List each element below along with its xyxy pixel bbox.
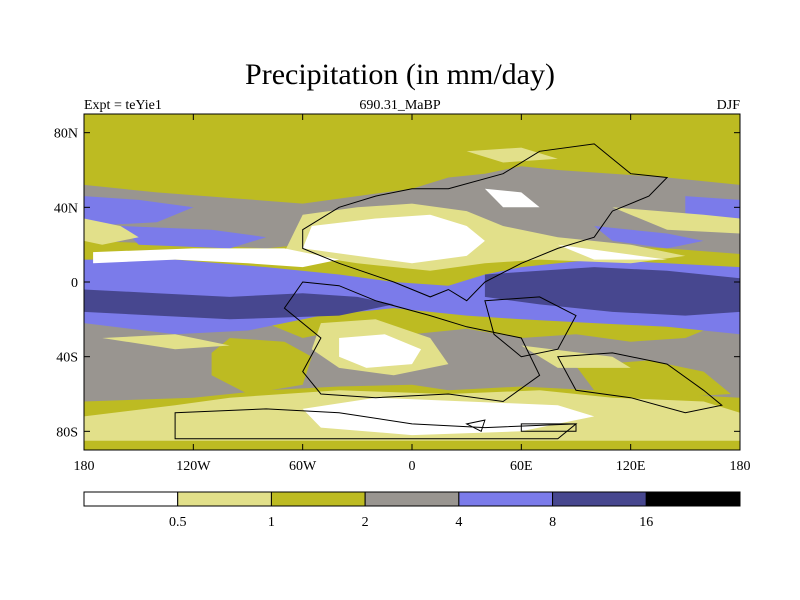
colorbar-swatch xyxy=(458,491,554,507)
precip-region xyxy=(302,214,485,264)
precipitation-field xyxy=(84,114,740,450)
coastline xyxy=(520,423,577,432)
y-tick-label: 0 xyxy=(71,276,78,291)
colorbar: 0.5 1 2 4 8 16 xyxy=(83,491,741,530)
precip-region xyxy=(84,196,194,226)
coastline xyxy=(556,352,723,414)
y-tick-label: 80N xyxy=(54,127,78,142)
precip-region xyxy=(84,289,394,320)
precip-region xyxy=(612,207,740,234)
experiment-label: Expt = teYie1 xyxy=(84,98,162,113)
colorbar-swatch xyxy=(270,491,366,507)
x-tick-label: 60W xyxy=(289,459,317,474)
colorbar-swatch xyxy=(364,491,460,507)
y-tick-label: 40S xyxy=(56,351,78,366)
precip-region xyxy=(102,334,230,350)
coastline xyxy=(302,143,669,302)
colorbar-label: 2 xyxy=(362,515,369,530)
precip-region xyxy=(466,147,558,163)
precip-region xyxy=(120,226,267,249)
precip-region xyxy=(339,334,422,368)
precip-region xyxy=(576,360,731,398)
colorbar-label: 1 xyxy=(268,515,275,530)
colorbar-swatch xyxy=(177,491,272,507)
precip-region xyxy=(484,267,740,316)
y-tick-label: 80S xyxy=(56,425,78,440)
time-label: 690.31_MaBP xyxy=(359,98,441,113)
precip-region xyxy=(594,226,704,249)
coastline-outlines xyxy=(174,143,723,440)
precip-region xyxy=(484,188,540,208)
x-tick-label: 120E xyxy=(616,459,646,474)
colorbar-swatch xyxy=(645,491,741,507)
y-tick-label: 40N xyxy=(54,201,78,216)
colorbar-label: 16 xyxy=(639,515,653,530)
map-axes: 180 120W 60W 0 60E 120E 180 80N 40N 0 40S 80S xyxy=(54,114,751,474)
x-tick-label: 0 xyxy=(409,459,416,474)
coastline xyxy=(465,419,486,433)
chart-title: Precipitation (in mm/day) xyxy=(245,58,555,91)
x-tick-label: 180 xyxy=(730,459,751,474)
colorbar-label: 8 xyxy=(549,515,556,530)
coastline xyxy=(174,408,578,440)
precip-region xyxy=(557,244,668,260)
x-tick-label: 180 xyxy=(74,459,95,474)
precip-region xyxy=(93,248,340,268)
colorbar-swatch xyxy=(552,491,647,507)
precip-region xyxy=(211,338,312,394)
coastline xyxy=(484,296,577,358)
coastline xyxy=(283,281,541,403)
colorbar-label: 4 xyxy=(455,515,462,530)
x-tick-label: 60E xyxy=(510,459,533,474)
season-label: DJF xyxy=(716,98,740,113)
colorbar-swatch xyxy=(83,491,179,507)
x-tick-label: 120W xyxy=(176,459,211,474)
precip-region xyxy=(84,218,139,245)
precip-region xyxy=(685,196,740,219)
colorbar-label: 0.5 xyxy=(169,515,187,530)
